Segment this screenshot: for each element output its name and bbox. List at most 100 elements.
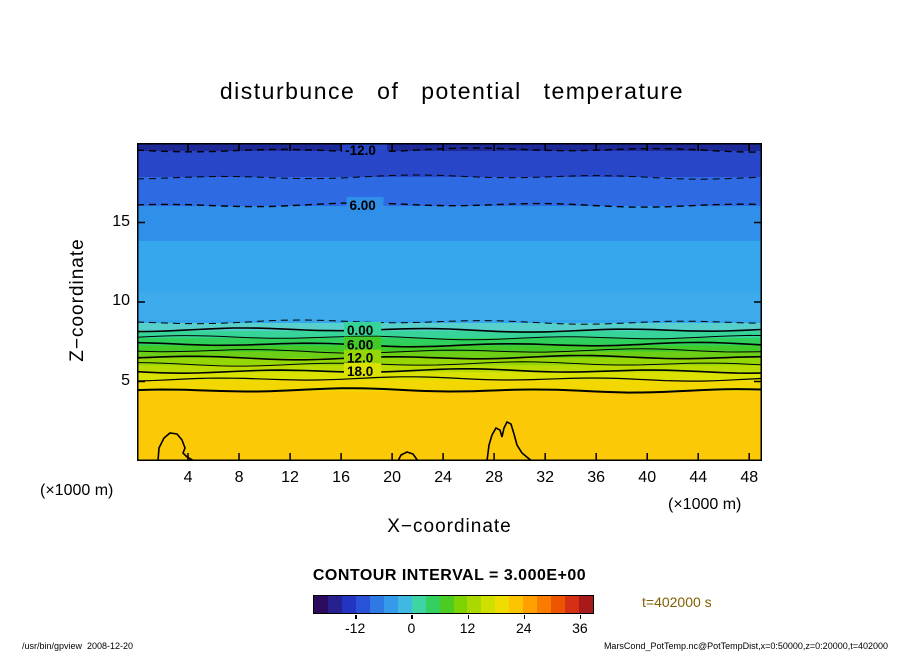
contour-line-label: -12.0 (345, 143, 376, 158)
contour-label-bg (342, 141, 388, 157)
colorbar-cell (579, 596, 594, 613)
colorbar-cell (537, 596, 552, 613)
colorbar-cell (481, 596, 496, 613)
footer-command: /usr/bin/gpview 2008-12-20 (22, 641, 134, 651)
colorbar-cell (495, 596, 510, 613)
contour-blob (397, 451, 419, 462)
z-tick-label: 5 (121, 371, 130, 389)
plot-title: disturbunce of potential temperature (219, 78, 685, 104)
time-label: t=402000 s (642, 594, 712, 610)
colorbar-tick-label: 0 (407, 620, 416, 636)
contour-line (136, 376, 762, 382)
contour-line-label: 6.00 (350, 198, 376, 213)
x-tick-label: 20 (383, 469, 401, 486)
contour-line (136, 341, 762, 348)
contour-band (137, 323, 762, 332)
contour-label-bg (344, 336, 382, 352)
contour-band (137, 337, 762, 347)
contour-band (137, 143, 762, 152)
colorbar-tick-label: 12 (459, 620, 476, 636)
contour-band (137, 358, 762, 366)
z-axis-unit: (×1000 m) (40, 482, 114, 499)
colorbar-tick (523, 615, 526, 619)
x-tick-label: 24 (434, 469, 452, 486)
x-tick-label: 28 (485, 469, 504, 486)
colorbar-cell (523, 596, 538, 613)
colorbar-tick-label: 36 (572, 620, 588, 636)
x-tick-label: 44 (689, 469, 708, 486)
colorbar-tick (355, 615, 357, 619)
colorbar-ticks: -12 0 12 24 36 (313, 614, 594, 642)
contour-band (137, 240, 762, 324)
colorbar-cell (509, 596, 524, 613)
contour-band (137, 151, 762, 178)
z-tick-label: 10 (112, 292, 130, 309)
contour-band (137, 330, 762, 339)
colorbar-cell (314, 596, 328, 613)
contour-line (136, 319, 762, 325)
contour-line (136, 327, 762, 333)
contour-line-label: 6.00 (347, 338, 373, 353)
colorbar-cell (565, 596, 580, 613)
colorbar-cell (383, 596, 398, 613)
contour-line (136, 147, 761, 153)
z-tick-label: 15 (112, 212, 130, 230)
contour-label-bg (344, 321, 382, 337)
colorbar-cell (453, 596, 468, 613)
colorbar-cell (397, 596, 412, 613)
x-tick-label: 8 (234, 469, 244, 486)
colorbar-tick (467, 615, 470, 619)
x-tick-label: 16 (332, 469, 350, 486)
colorbar-tick (579, 615, 582, 619)
colorbar-cell (551, 596, 566, 613)
colorbar-cell (425, 596, 440, 613)
colorbar (313, 595, 594, 614)
contour-line-label: 18.0 (347, 364, 373, 379)
x-tick-label: 48 (740, 469, 759, 486)
contour-band (137, 292, 762, 321)
colorbar-cell (467, 596, 482, 613)
x-tick-label: 40 (638, 469, 657, 486)
contour-band (137, 351, 762, 359)
colorbar-cell (411, 596, 426, 613)
contour-band (137, 177, 762, 207)
contour-band (137, 345, 762, 353)
contour-line (136, 334, 762, 341)
z-axis-label: Z−coordinate (67, 238, 88, 362)
footer-dataset: MarsCond_PotTemp.nc@PotTempDist,x=0:5000… (603, 641, 888, 651)
plot-area: -12.0 6.00 0.00 6.00 12.0 18.0 (136, 141, 762, 462)
contour-band (137, 372, 762, 381)
contour-line (136, 174, 762, 180)
x-axis-unit: (×1000 m) (668, 496, 742, 513)
contour-line-label: 12.0 (347, 351, 373, 366)
x-tick-label: 32 (536, 469, 555, 486)
x-tick-label: 4 (183, 469, 193, 486)
x-axis-label: X−coordinate (387, 516, 512, 537)
contour-line (136, 387, 762, 394)
colorbar-cell (327, 596, 342, 613)
contour-band (137, 380, 762, 392)
x-tick-label: 12 (281, 469, 299, 486)
contour-line (136, 202, 762, 208)
contour-interval-label: CONTOUR INTERVAL = 3.000E+00 (312, 567, 587, 584)
contour-band (137, 206, 762, 242)
contour-line (136, 368, 762, 375)
contour-label-bg (346, 197, 384, 213)
contour-label-bg (344, 363, 382, 379)
contour-line (136, 361, 762, 367)
contour-line-label: 0.00 (347, 323, 373, 338)
colorbar-tick-label: 24 (515, 620, 532, 636)
colorbar-cell (341, 596, 356, 613)
x-tick-label: 36 (587, 469, 606, 486)
colorbar-cell (355, 596, 370, 613)
colorbar-cell (369, 596, 384, 613)
colorbar-cell (439, 596, 454, 613)
contour-blob (157, 432, 195, 462)
contour-label-bg (344, 349, 382, 365)
contour-band (137, 391, 762, 462)
contour-line (136, 348, 762, 354)
contour-line (136, 354, 762, 361)
contour-blob (486, 420, 533, 462)
